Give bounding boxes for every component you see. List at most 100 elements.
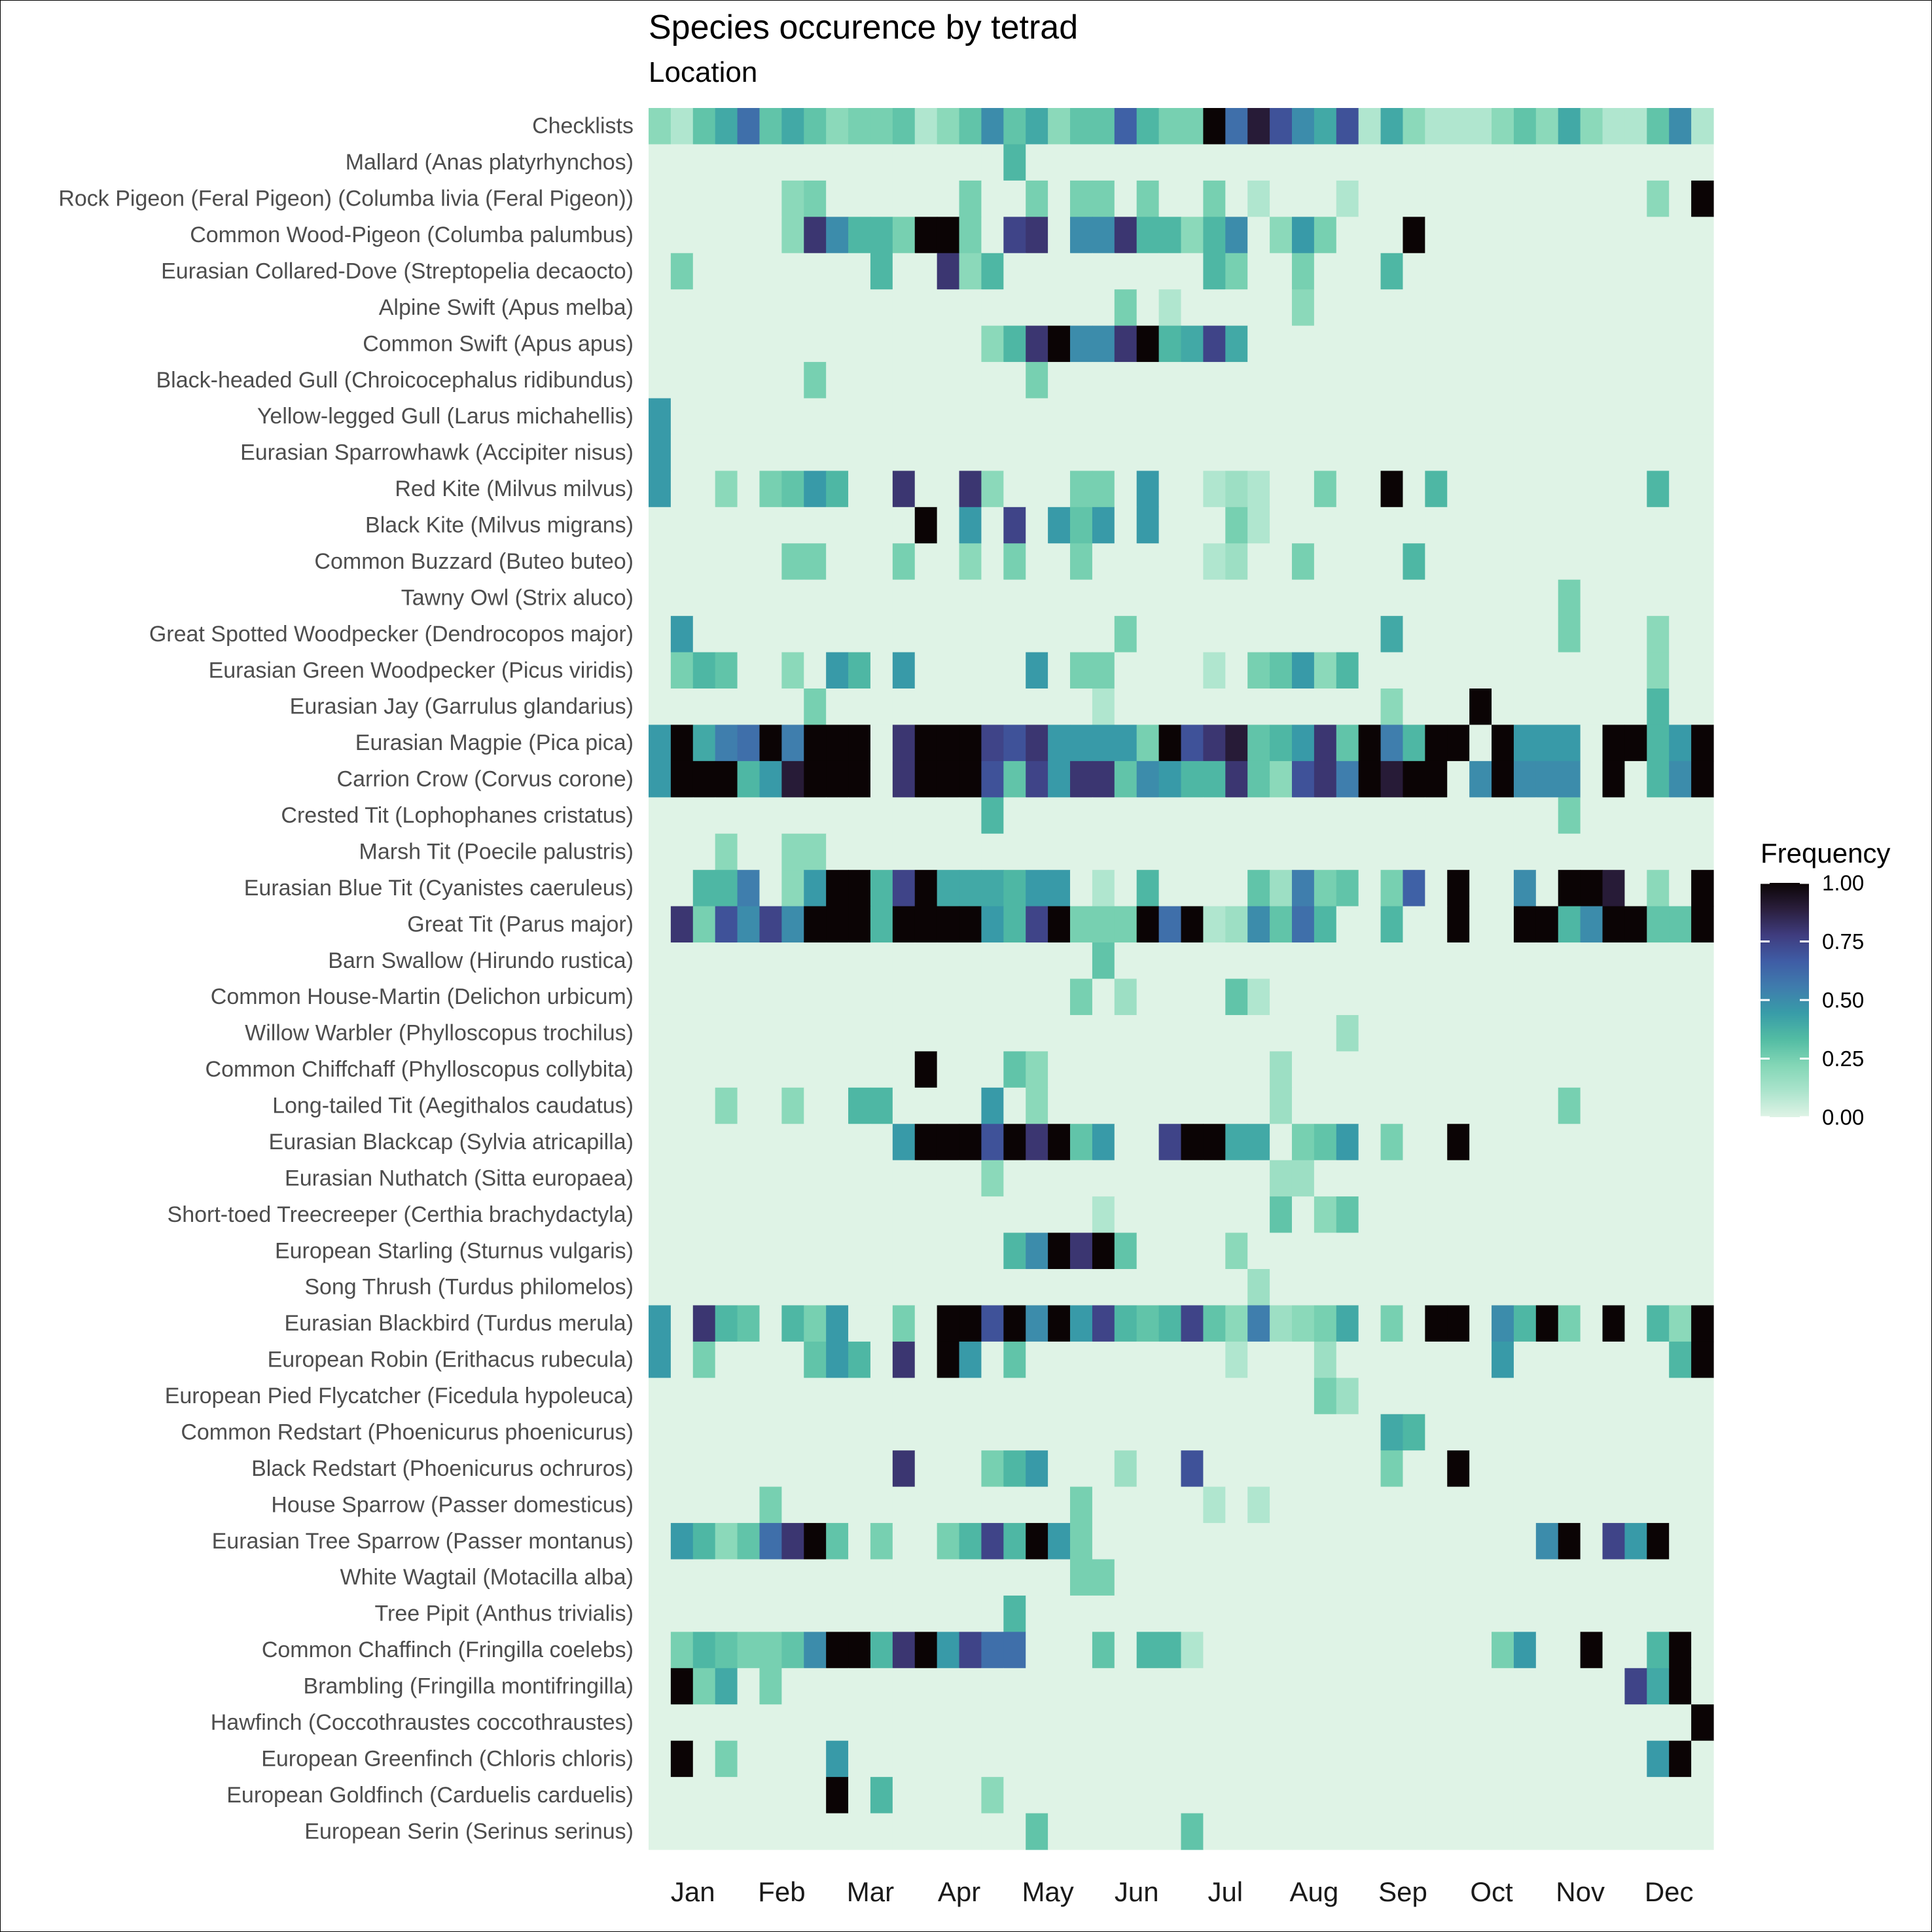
heatmap-cell [848,978,871,1016]
heatmap-cell [1691,616,1714,653]
heatmap-cell [1048,1523,1071,1560]
heatmap-cell [1114,1341,1137,1378]
heatmap-cell [1647,942,1670,980]
heatmap-cell [1380,1305,1404,1342]
heatmap-cell [826,1450,849,1488]
row-label: Common Chiffchaff (Phylloscopus collybit… [206,1057,634,1082]
heatmap-cell [1092,1450,1115,1488]
heatmap-cell [1314,362,1337,399]
heatmap-cell [737,616,760,653]
heatmap-cell [1136,1704,1160,1742]
heatmap-cell [914,870,938,907]
heatmap-cell [1026,833,1048,870]
row-label: Great Spotted Woodpecker (Dendrocopos ma… [149,622,634,647]
heatmap-cell [1469,1632,1492,1669]
heatmap-cell [959,616,982,653]
heatmap-cell [1669,1196,1692,1234]
heatmap-cell [1469,833,1492,870]
heatmap-cell [892,1559,916,1596]
heatmap-cell [1203,1632,1226,1669]
heatmap-cell [715,833,738,870]
heatmap-cell [1492,434,1514,471]
heatmap-cell [781,144,804,181]
heatmap-cell [759,289,782,327]
heatmap-cell [1336,144,1359,181]
heatmap-cell [1048,579,1071,617]
heatmap-cell [826,1087,849,1124]
heatmap-cell [826,579,849,617]
heatmap-cell [715,217,738,254]
heatmap-cell [1070,507,1093,544]
heatmap-cell [804,1196,827,1234]
heatmap-cell [1647,434,1670,471]
heatmap-cell [781,579,804,617]
heatmap-cell [1092,1087,1115,1124]
row-label: Common House-Martin (Delichon urbicum) [211,984,634,1009]
heatmap-cell [870,760,893,798]
heatmap-cell [1092,471,1115,508]
heatmap-cell [959,325,982,363]
heatmap-cell [737,1559,760,1596]
heatmap-cell [1558,760,1581,798]
heatmap-cell [1580,978,1603,1016]
heatmap-cell [1314,1632,1337,1669]
heatmap-cell [1070,1668,1093,1705]
heatmap-cell [1691,1777,1714,1814]
heatmap-cell [1070,870,1093,907]
heatmap-cell [892,253,916,290]
heatmap-cell [1070,1740,1093,1778]
heatmap-cell [826,1777,849,1814]
heatmap-cell [759,543,782,581]
heatmap-cell [1181,1595,1204,1632]
heatmap-cell [1270,906,1293,943]
heatmap-cell [737,1124,760,1161]
heatmap-cell [1403,616,1425,653]
heatmap-cell [781,398,804,435]
heatmap-cell [715,1124,738,1161]
heatmap-cell [1336,1486,1359,1524]
heatmap-cell [914,1813,938,1850]
heatmap-cell [1314,1087,1337,1124]
heatmap-cell [1403,144,1425,181]
heatmap-cell [649,1813,671,1850]
heatmap-cell [670,760,694,798]
heatmap-cell [1691,1269,1714,1306]
heatmap-cell [804,978,827,1016]
heatmap-cell [1336,253,1359,290]
heatmap-cell [1380,1269,1404,1306]
heatmap-cell [1647,1559,1670,1596]
heatmap-cell [1580,217,1603,254]
heatmap-cell [670,1269,694,1306]
heatmap-cell [759,1632,782,1669]
heatmap-cell [892,144,916,181]
heatmap-cell [1225,1523,1248,1560]
heatmap-cell [1669,1051,1692,1088]
heatmap-cell [1247,870,1270,907]
heatmap-cell [1624,1740,1647,1778]
heatmap-cell [759,689,782,726]
heatmap-cell [1070,1378,1093,1415]
row-label: Eurasian Magpie (Pica pica) [355,730,634,755]
heatmap-cell [1270,1486,1293,1524]
heatmap-cell [1070,1269,1093,1306]
heatmap-cell [1380,1668,1404,1705]
heatmap-cell [1691,1523,1714,1560]
heatmap-cell [715,108,738,145]
heatmap-cell [914,797,938,834]
heatmap-cell [1092,1051,1115,1088]
heatmap-cell [1070,689,1093,726]
heatmap-cell [1469,1523,1492,1560]
heatmap-cell [1203,180,1226,217]
heatmap-cell [1358,1740,1382,1778]
heatmap-cell [1247,1014,1270,1052]
heatmap-cell [914,1414,938,1451]
heatmap-cell [737,217,760,254]
heatmap-cell [870,108,893,145]
heatmap-cell [848,724,871,762]
heatmap-cell [670,1559,694,1596]
row-label: Eurasian Blackbird (Turdus merula) [285,1311,634,1336]
heatmap-cell [1380,543,1404,581]
heatmap-cell [826,1341,849,1378]
heatmap-cell [1270,1305,1293,1342]
heatmap-cell [826,616,849,653]
